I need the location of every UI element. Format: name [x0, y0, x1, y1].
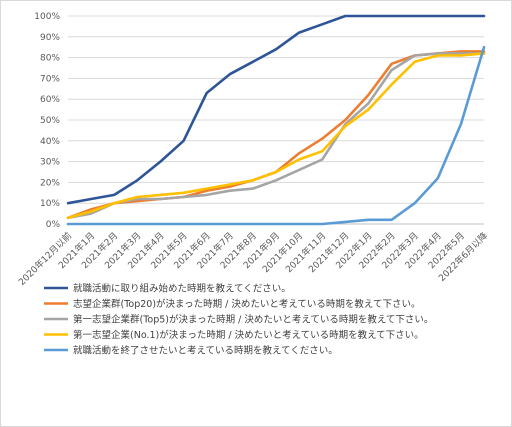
y-tick-label: 90% [40, 33, 60, 43]
y-tick-label: 70% [40, 74, 60, 84]
y-tick-label: 30% [40, 158, 60, 168]
legend-label: 志望企業群(Top20)が決まった時期 / 決めたいと考えている時期を教えて下さ… [73, 298, 420, 310]
legend-label: 第一志望企業群(Top5)が決まった時期 / 決めたいと考えている時期を教えて下… [73, 314, 433, 326]
y-axis-ticks: 0% 10% 20% 30% 40% 50% 60% 70% 80% 90% 100% [34, 12, 60, 230]
legend-label: 就職活動を終了させたいと考えている時期を教えてください。 [73, 345, 338, 357]
series-line-3 [66, 52, 486, 220]
legend-label: 第一志望企業(No.1)が決まった時期 / 決めたいと考えている時期を教えて下さ… [73, 329, 424, 341]
x-axis-ticks: 2020年12月以前2021年1月2021年2月2021年3月2021年4月20… [16, 230, 490, 288]
gridlines [68, 15, 484, 225]
series-line-4 [66, 52, 486, 220]
series-line-1 [66, 14, 486, 205]
legend: 就職活動に取り組み始めた時期を教えてください。志望企業群(Top20)が決まった… [44, 283, 433, 357]
series-lines [66, 14, 486, 226]
y-tick-label: 80% [40, 54, 60, 64]
legend-label: 就職活動に取り組み始めた時期を教えてください。 [73, 283, 291, 295]
y-tick-label: 0% [46, 220, 61, 230]
y-tick-label: 40% [40, 137, 60, 147]
y-tick-label: 100% [34, 12, 60, 22]
series-line-5 [66, 45, 486, 226]
y-tick-label: 50% [40, 116, 60, 126]
y-tick-label: 10% [40, 199, 60, 209]
series-line-2 [66, 50, 486, 220]
y-tick-label: 60% [40, 95, 60, 105]
y-tick-label: 20% [40, 178, 60, 188]
